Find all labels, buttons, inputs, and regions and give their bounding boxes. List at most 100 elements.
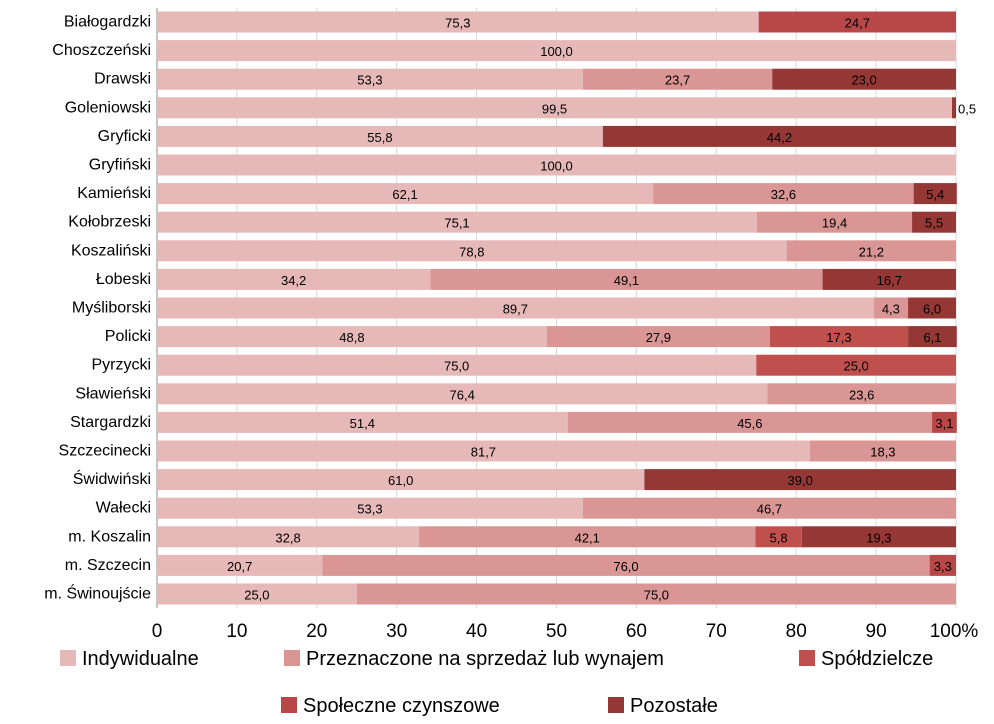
- data-label: 46,7: [757, 502, 782, 517]
- category-label: Szczecinecki: [59, 443, 151, 460]
- category-label: m. Świnoujście: [44, 584, 151, 603]
- bar-segment: [157, 469, 645, 491]
- bar-segment: [157, 354, 757, 376]
- data-label: 53,3: [357, 73, 382, 88]
- bar-segment: [157, 440, 810, 462]
- category-label: Stargardzki: [70, 414, 151, 431]
- x-tick-label: 50: [546, 621, 567, 642]
- data-label: 23,7: [665, 73, 690, 88]
- bar-segment: [908, 297, 956, 319]
- bar-segment: [157, 526, 420, 548]
- bar-row: 75,3 24,7: [157, 11, 956, 33]
- legend-item: Społeczne czynszowe: [281, 695, 500, 717]
- data-label: 32,8: [275, 530, 300, 545]
- x-tick-label: 70: [706, 621, 727, 642]
- data-label: 76,4: [450, 387, 475, 402]
- data-label: 49,1: [614, 273, 639, 288]
- bar-segment: [767, 383, 956, 405]
- data-label: 0,5: [958, 101, 976, 116]
- category-label: Sławieński: [75, 385, 151, 402]
- bar-row: 89,7 4,3 6,0: [157, 297, 956, 319]
- data-label: 45,6: [737, 416, 762, 431]
- category-label: Choszczeński: [52, 42, 151, 59]
- bar-segment: [430, 268, 823, 290]
- legend-label: Przeznaczone na sprzedaż lub wynajem: [306, 648, 664, 670]
- category-label: Kamieński: [77, 185, 151, 202]
- data-label: 19,3: [866, 530, 891, 545]
- bar-segment: [157, 211, 758, 233]
- legend-label: Społeczne czynszowe: [303, 695, 500, 717]
- data-label: 39,0: [788, 473, 813, 488]
- bar-segment: [157, 268, 431, 290]
- bar-segment: [809, 440, 956, 462]
- bar-segment: [644, 469, 956, 491]
- category-label: Wałecki: [96, 500, 151, 517]
- bar-row: 75,0 25,0: [157, 354, 956, 376]
- legend-label: Pozostałe: [630, 695, 718, 717]
- category-label: Policki: [105, 328, 151, 345]
- data-label: 75,3: [445, 16, 470, 31]
- data-label: 99,5: [542, 101, 567, 116]
- data-label: 4,3: [882, 302, 900, 317]
- data-label: 44,2: [767, 130, 792, 145]
- category-label: Świdwiński: [73, 469, 151, 488]
- bar-row: 55,8 44,2: [157, 125, 956, 147]
- data-label: 17,3: [826, 330, 851, 345]
- bar-segment: [157, 68, 583, 90]
- legend-label: Indywidualne: [82, 648, 199, 670]
- bar-row: 81,7 18,3: [157, 440, 956, 462]
- bar-segment: [758, 11, 956, 33]
- legend-label: Spółdzielcze: [821, 648, 933, 670]
- data-label: 32,6: [771, 187, 796, 202]
- data-label: 25,0: [843, 359, 868, 374]
- bar-row: 75,1 19,4 5,5: [157, 211, 956, 233]
- data-label: 25,0: [244, 588, 269, 603]
- legend-swatch: [608, 697, 624, 713]
- bar-segment: [757, 211, 913, 233]
- bar-segment: [157, 497, 583, 519]
- bar-segment: [932, 411, 957, 433]
- bar-segment: [786, 240, 956, 262]
- data-label: 16,7: [877, 273, 902, 288]
- data-label: 23,0: [851, 73, 876, 88]
- bar-segment: [582, 68, 773, 90]
- x-axis-tick-labels: 0 10 20 30 40 50 60 70 80 90 100%: [152, 621, 979, 642]
- data-label: 42,1: [575, 530, 600, 545]
- bar-segment: [952, 97, 956, 119]
- bar-segment: [157, 583, 357, 605]
- bar-row: 100,0: [157, 40, 956, 62]
- bar-row: 100,0: [157, 154, 956, 176]
- bar-segment: [801, 526, 956, 548]
- data-label: 62,1: [392, 187, 417, 202]
- x-tick-label: 30: [386, 621, 407, 642]
- data-label: 53,3: [357, 502, 382, 517]
- x-tick-label: 0: [152, 621, 163, 642]
- bar-segment: [755, 526, 802, 548]
- category-label: Kołobrzeski: [68, 214, 151, 231]
- legend-item: Indywidualne: [60, 648, 199, 670]
- bar-segment: [157, 326, 547, 348]
- bar-segment: [756, 354, 956, 376]
- bar-segment: [873, 297, 909, 319]
- bar-segment: [356, 583, 956, 605]
- category-labels: Białogardzki Choszczeński Drawski Goleniows…: [44, 14, 151, 603]
- bar-segment: [157, 183, 654, 205]
- x-tick-label: 90: [866, 621, 887, 642]
- category-label: m. Koszalin: [68, 528, 151, 545]
- bar-segment: [322, 554, 930, 576]
- x-tick-label: 80: [786, 621, 807, 642]
- bar-segment: [419, 526, 756, 548]
- data-label: 6,1: [923, 330, 941, 345]
- legend-swatch: [284, 650, 300, 666]
- data-label: 18,3: [870, 445, 895, 460]
- bar-row: 53,3 46,7: [157, 497, 956, 519]
- category-label: Łobeski: [96, 271, 151, 288]
- data-label: 100,0: [540, 159, 573, 174]
- bar-row: 62,1 32,6 5,4: [157, 183, 957, 205]
- bar-segment: [157, 11, 759, 33]
- bar-segment: [157, 554, 323, 576]
- data-label: 5,5: [925, 216, 943, 231]
- category-label: Gryficki: [98, 128, 151, 145]
- legend-swatch: [281, 697, 297, 713]
